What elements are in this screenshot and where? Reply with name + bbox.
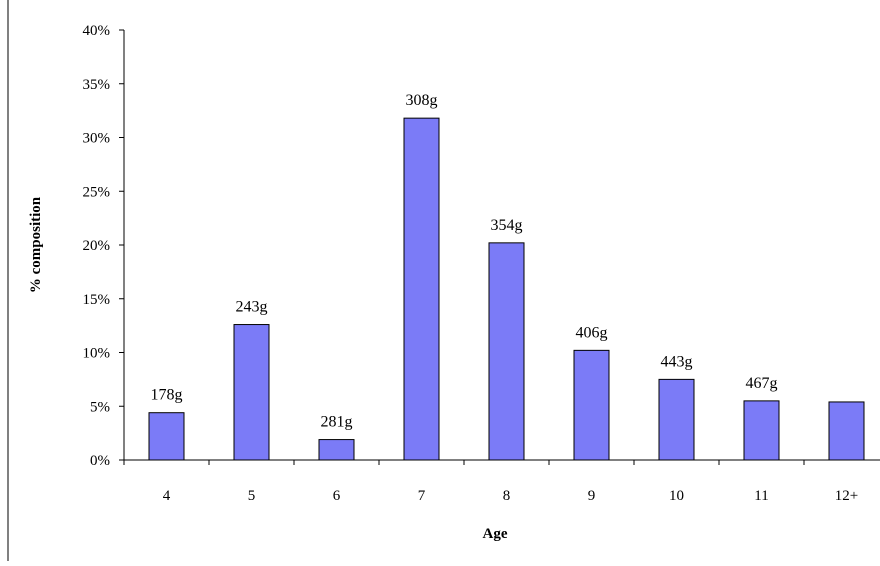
y-tick-label: 30% — [83, 131, 111, 147]
x-tick-label: 7 — [418, 488, 426, 504]
y-tick-label: 25% — [83, 184, 111, 200]
y-tick-label: 20% — [83, 238, 111, 254]
bar — [233, 324, 270, 461]
bar — [828, 401, 865, 461]
y-tick-label: 5% — [90, 399, 110, 415]
x-tick-label: 10 — [669, 488, 684, 504]
data-label: 406g — [576, 324, 608, 341]
bar — [658, 378, 695, 461]
x-tick-label: 11 — [754, 488, 768, 504]
data-label: 281g — [321, 414, 353, 431]
bar — [573, 349, 610, 461]
bar — [403, 117, 440, 461]
data-label: 243g — [236, 299, 268, 316]
y-tick-label: 40% — [83, 23, 111, 39]
x-axis-title: Age — [483, 526, 508, 542]
data-label: 467g — [746, 375, 778, 392]
bar — [743, 400, 780, 461]
bar — [148, 412, 185, 461]
data-label: 354g — [491, 217, 523, 234]
y-tick-label: 15% — [83, 292, 111, 308]
x-tick-label: 4 — [163, 488, 171, 504]
x-tick-label: 5 — [248, 488, 256, 504]
x-tick-label: 8 — [503, 488, 511, 504]
y-tick-label: 10% — [83, 346, 111, 362]
data-label: 443g — [661, 353, 693, 370]
x-tick-label: 12+ — [835, 488, 858, 504]
data-label: 308g — [406, 92, 438, 109]
x-tick-label: 9 — [588, 488, 596, 504]
y-tick-label: 0% — [90, 453, 110, 469]
x-tick-label: 6 — [333, 488, 341, 504]
y-axis-title: % composition — [28, 196, 44, 293]
bar — [488, 242, 525, 461]
data-label: 178g — [151, 387, 183, 404]
bar — [318, 439, 355, 461]
y-tick-label: 35% — [83, 77, 111, 93]
